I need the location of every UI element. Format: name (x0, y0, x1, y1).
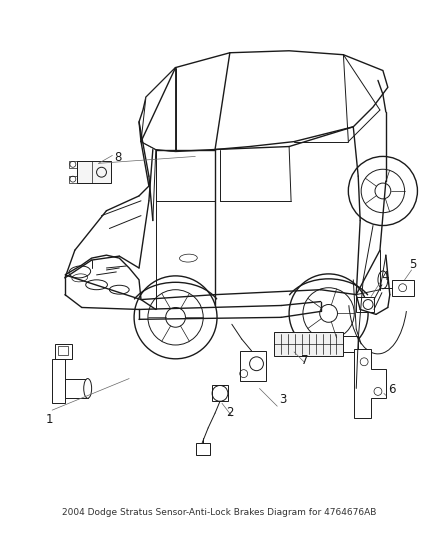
Text: 7: 7 (301, 354, 308, 367)
Polygon shape (392, 280, 413, 296)
Text: 1: 1 (45, 413, 53, 426)
Text: 2004 Dodge Stratus Sensor-Anti-Lock Brakes Diagram for 4764676AB: 2004 Dodge Stratus Sensor-Anti-Lock Brak… (62, 508, 376, 517)
Polygon shape (139, 51, 388, 151)
Text: 5: 5 (410, 258, 417, 271)
Polygon shape (274, 332, 343, 356)
Polygon shape (343, 336, 358, 352)
Polygon shape (212, 385, 228, 401)
Polygon shape (55, 344, 72, 359)
Polygon shape (240, 351, 266, 381)
Polygon shape (65, 378, 88, 398)
Text: 8: 8 (114, 151, 122, 165)
Polygon shape (52, 359, 65, 403)
Ellipse shape (84, 378, 92, 398)
Polygon shape (77, 161, 111, 183)
Polygon shape (354, 349, 386, 418)
Polygon shape (356, 296, 374, 312)
Text: 3: 3 (279, 393, 286, 406)
Polygon shape (65, 255, 141, 300)
Polygon shape (58, 346, 68, 355)
Text: 6: 6 (388, 383, 396, 397)
Polygon shape (141, 68, 176, 151)
Text: 2: 2 (226, 406, 233, 419)
Text: 4: 4 (381, 270, 389, 283)
